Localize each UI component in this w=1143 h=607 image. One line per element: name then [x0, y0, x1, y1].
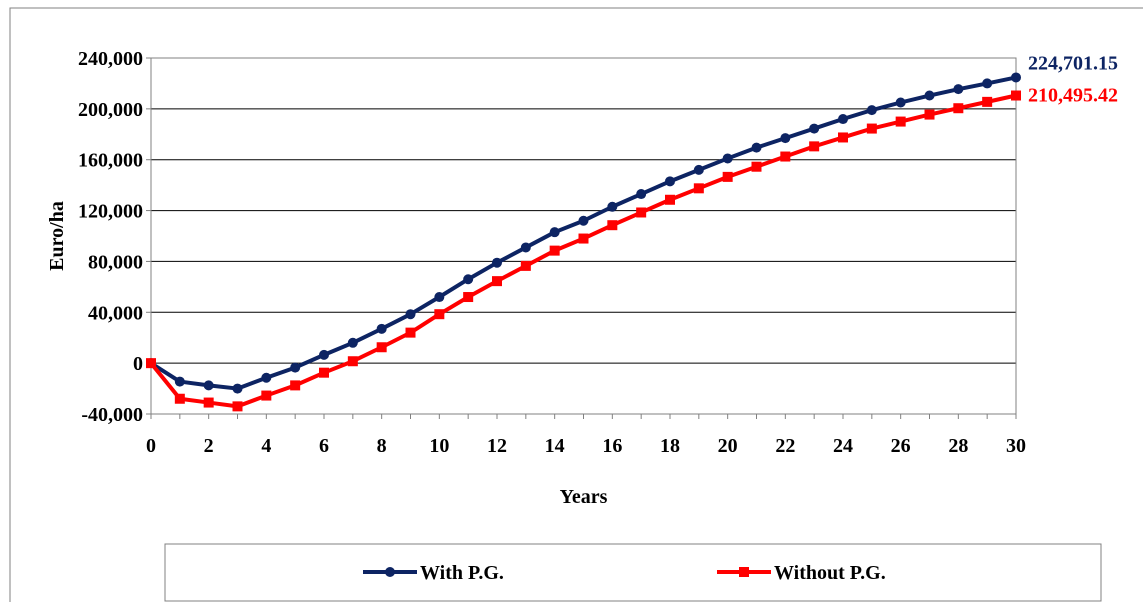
- data-point: [377, 342, 387, 352]
- y-axis-label: Euro/ha: [46, 201, 68, 271]
- legend-marker: [385, 567, 395, 577]
- legend-label: Without P.G.: [774, 562, 886, 584]
- legend-marker: [739, 567, 749, 577]
- x-tick-label: 22: [775, 435, 795, 457]
- x-tick-label: 28: [948, 435, 968, 457]
- chart-frame: [10, 8, 1143, 602]
- y-tick-label: 120,000: [78, 201, 143, 223]
- data-point: [175, 394, 185, 404]
- data-point: [579, 234, 589, 244]
- data-point: [319, 350, 329, 360]
- data-point: [550, 246, 560, 256]
- data-point: [406, 328, 416, 338]
- data-point: [723, 153, 733, 163]
- data-point: [290, 380, 300, 390]
- data-point: [550, 227, 560, 237]
- data-point: [290, 363, 300, 373]
- y-tick-label: 0: [133, 353, 143, 375]
- data-point: [896, 98, 906, 108]
- data-point: [953, 84, 963, 94]
- x-tick-label: 6: [319, 435, 329, 457]
- data-point: [636, 189, 646, 199]
- data-point: [233, 401, 243, 411]
- data-point: [521, 261, 531, 271]
- data-point: [780, 152, 790, 162]
- data-point: [204, 380, 214, 390]
- data-point: [377, 324, 387, 334]
- end-value-label: 224,701.15: [1028, 52, 1118, 74]
- x-tick-label: 10: [429, 435, 449, 457]
- data-point: [867, 105, 877, 115]
- data-point: [925, 91, 935, 101]
- data-point: [175, 377, 185, 387]
- data-point: [348, 356, 358, 366]
- data-point: [1011, 91, 1021, 101]
- y-tick-label: 40,000: [88, 302, 143, 324]
- x-axis-label: Years: [560, 486, 608, 508]
- legend-label: With P.G.: [420, 562, 504, 584]
- data-point: [953, 103, 963, 113]
- data-point: [694, 183, 704, 193]
- data-point: [780, 133, 790, 143]
- data-point: [982, 78, 992, 88]
- end-value-label: 210,495.42: [1028, 85, 1118, 107]
- data-point: [463, 292, 473, 302]
- data-point: [752, 162, 762, 172]
- data-point: [636, 207, 646, 217]
- data-point: [607, 202, 617, 212]
- x-tick-label: 18: [660, 435, 680, 457]
- x-tick-label: 2: [204, 435, 214, 457]
- data-point: [463, 274, 473, 284]
- data-point: [838, 132, 848, 142]
- data-point: [809, 124, 819, 134]
- data-point: [319, 368, 329, 378]
- y-tick-label: -40,000: [81, 404, 143, 426]
- data-point: [492, 258, 502, 268]
- data-point: [233, 384, 243, 394]
- y-tick-label: 80,000: [88, 251, 143, 273]
- data-point: [406, 309, 416, 319]
- data-point: [925, 110, 935, 120]
- data-point: [694, 165, 704, 175]
- x-tick-label: 30: [1006, 435, 1026, 457]
- data-point: [896, 117, 906, 127]
- data-point: [665, 176, 675, 186]
- data-point: [434, 292, 444, 302]
- data-point: [867, 124, 877, 134]
- data-point: [1011, 72, 1021, 82]
- data-point: [809, 141, 819, 151]
- data-point: [723, 172, 733, 182]
- data-point: [492, 276, 502, 286]
- data-point: [579, 216, 589, 226]
- data-point: [607, 220, 617, 230]
- data-point: [838, 114, 848, 124]
- y-tick-label: 160,000: [78, 150, 143, 172]
- data-point: [204, 398, 214, 408]
- legend-box: [165, 544, 1101, 601]
- x-tick-label: 8: [377, 435, 387, 457]
- x-tick-label: 0: [146, 435, 156, 457]
- x-tick-label: 4: [261, 435, 271, 457]
- data-point: [521, 242, 531, 252]
- data-point: [665, 195, 675, 205]
- data-point: [261, 373, 271, 383]
- data-point: [348, 338, 358, 348]
- data-point: [434, 309, 444, 319]
- x-tick-label: 12: [487, 435, 507, 457]
- x-tick-label: 20: [718, 435, 738, 457]
- x-tick-label: 14: [545, 435, 565, 457]
- x-tick-label: 24: [833, 435, 853, 457]
- data-point: [752, 143, 762, 153]
- data-point: [146, 358, 156, 368]
- x-tick-label: 16: [602, 435, 622, 457]
- y-tick-label: 240,000: [78, 48, 143, 70]
- data-point: [982, 97, 992, 107]
- y-tick-label: 200,000: [78, 99, 143, 121]
- data-point: [261, 391, 271, 401]
- x-tick-label: 26: [891, 435, 911, 457]
